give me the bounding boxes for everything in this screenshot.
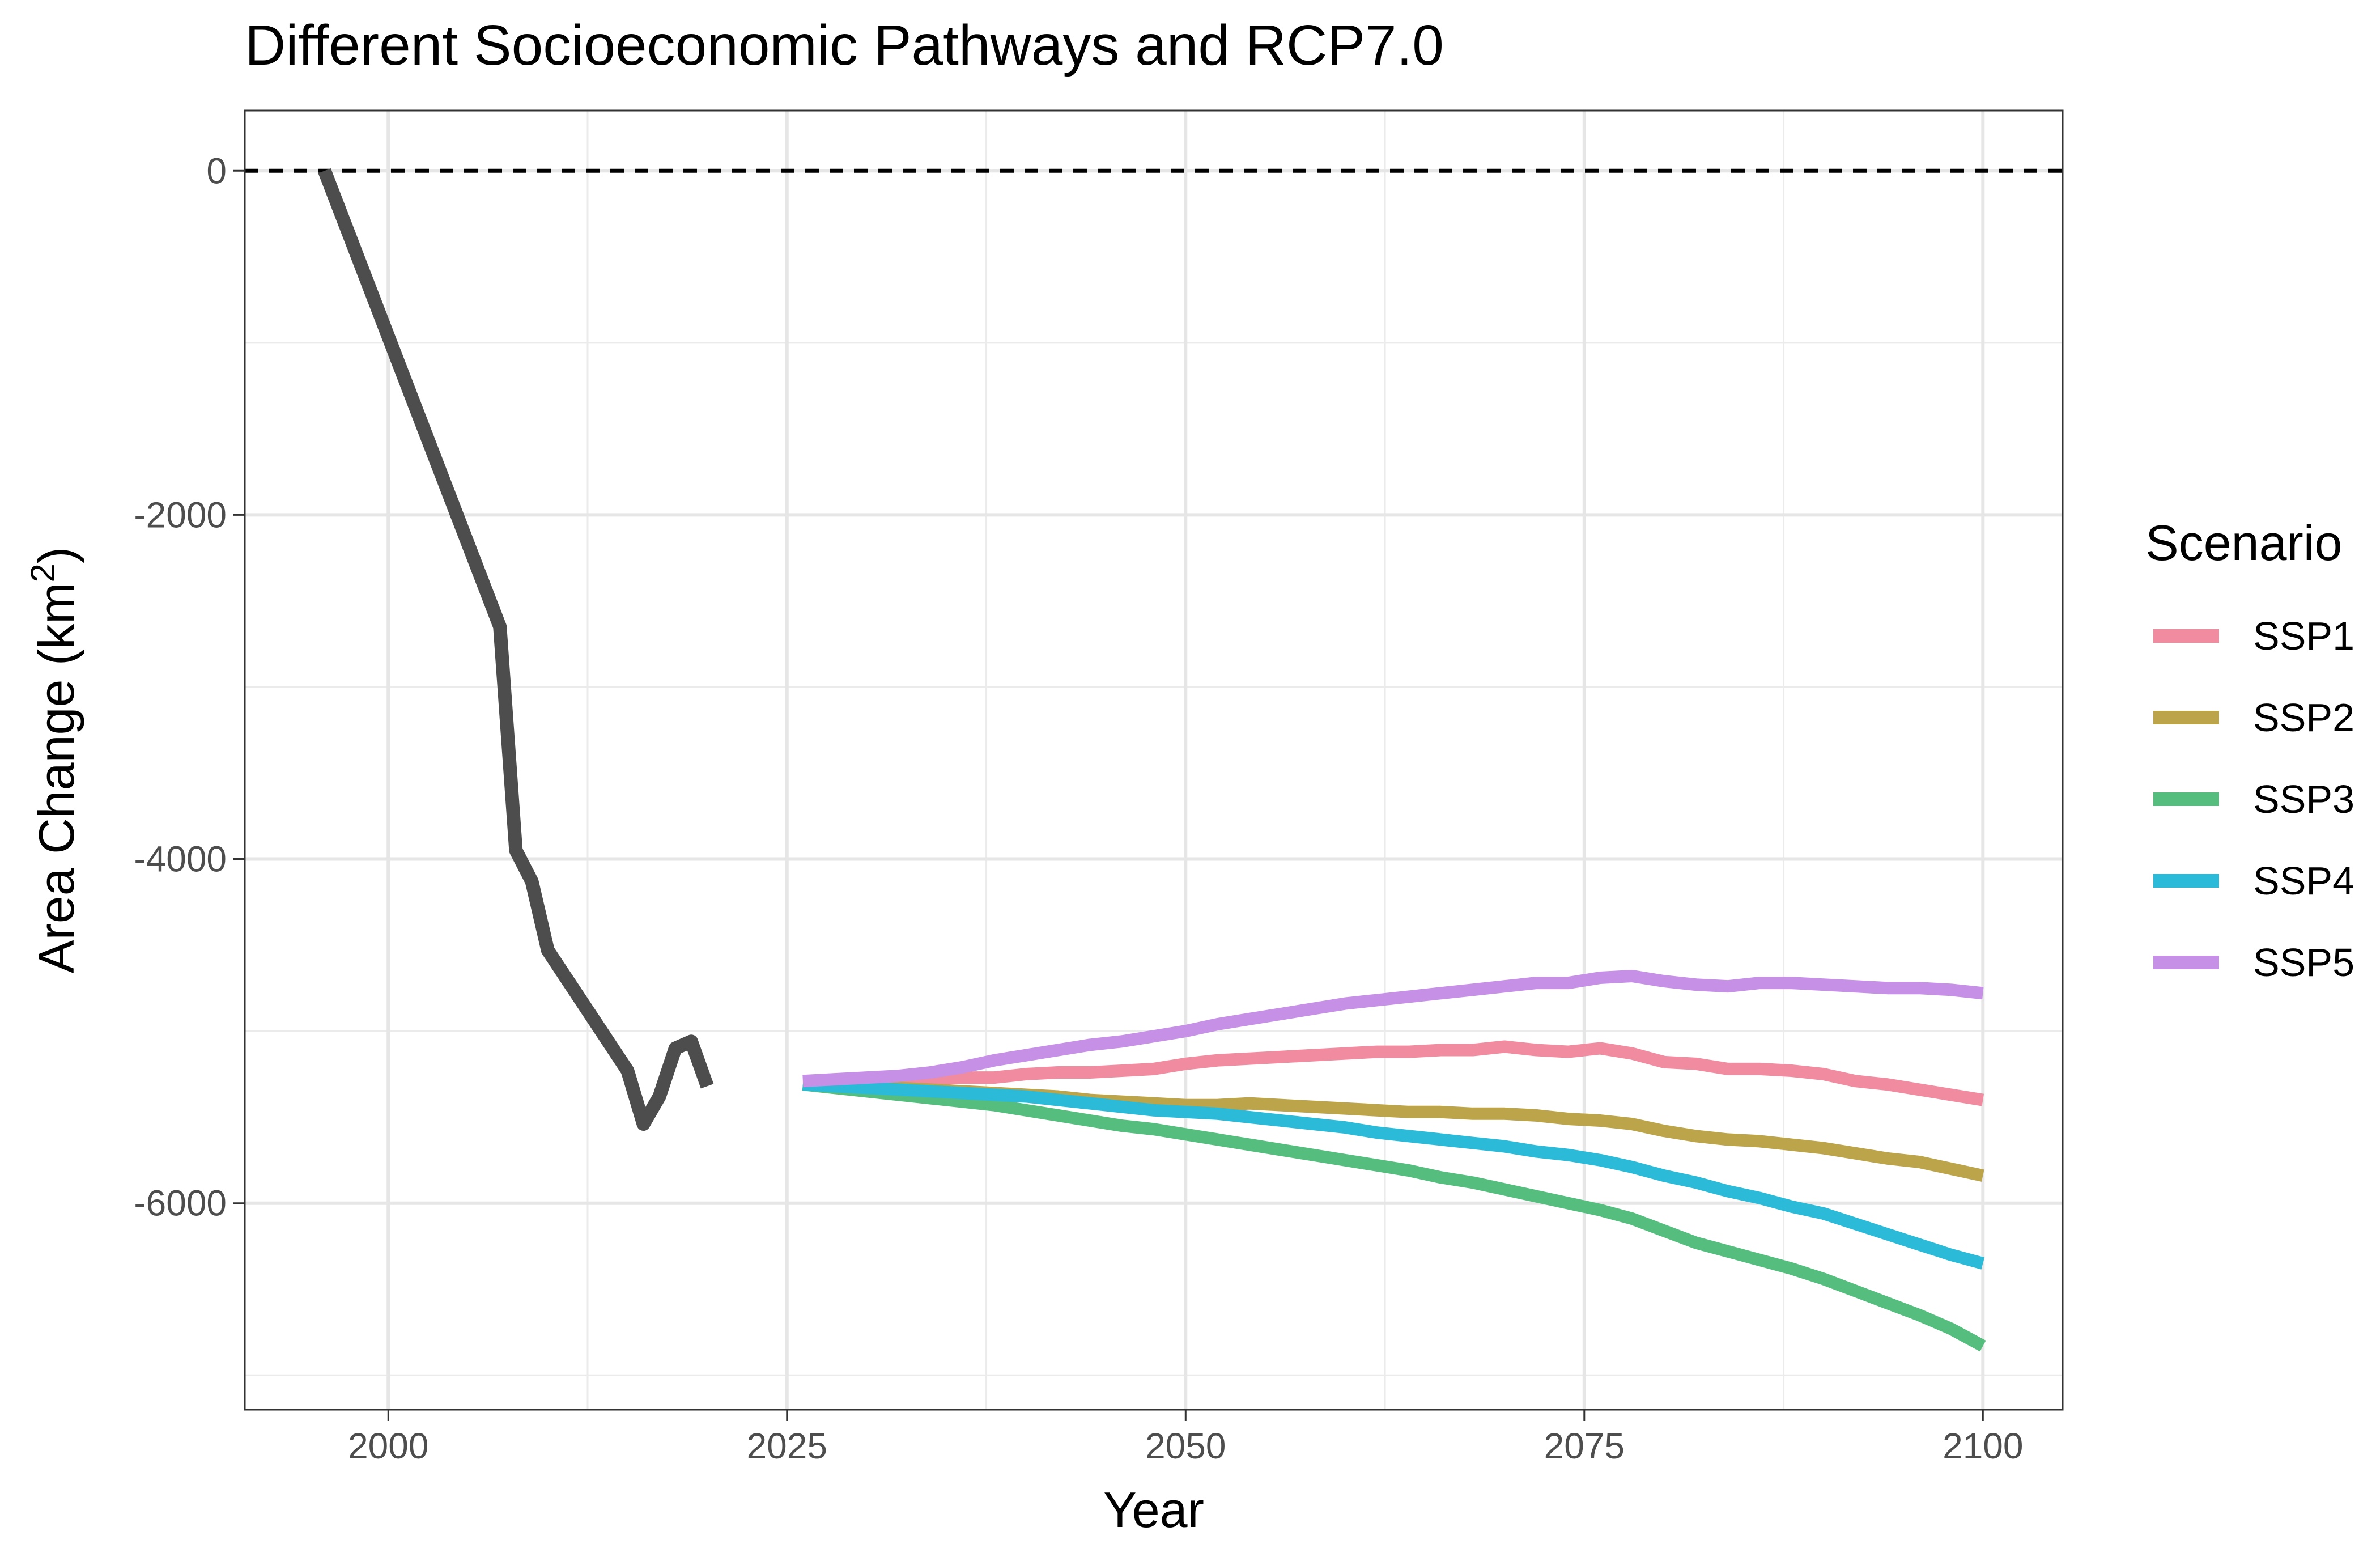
y-axis-title-close: ) <box>28 547 84 563</box>
chart-title: Different Socioeconomic Pathways and RCP… <box>245 14 1444 77</box>
y-tick-label: -2000 <box>134 494 227 535</box>
x-tick-label: 2000 <box>348 1426 428 1466</box>
historical-line <box>318 168 714 1131</box>
series-line-ssp3 <box>802 1078 1986 1352</box>
y-tick-label: 0 <box>206 150 227 191</box>
panel-border <box>244 109 2064 1411</box>
y-tick-label: -4000 <box>134 839 227 880</box>
series-line-ssp5 <box>802 970 1984 1088</box>
y-axis: 0 -2000 -4000 -6000 <box>134 150 245 1224</box>
x-tick-label: 2050 <box>1145 1426 1226 1466</box>
legend-label-ssp4: SSP4 <box>2253 859 2354 903</box>
plot-panel <box>244 109 2064 1411</box>
series-line-ssp1 <box>802 1040 1984 1106</box>
x-tick-label: 2025 <box>747 1426 827 1466</box>
x-axis: 2000 2025 2050 2075 2100 <box>348 1410 2023 1466</box>
legend-label-ssp5: SSP5 <box>2253 940 2354 985</box>
y-tick-label: -6000 <box>134 1183 227 1224</box>
legend-title: Scenario <box>2145 515 2342 571</box>
legend: Scenario SSP1 SSP2 SSP3 SSP4 SSP5 <box>2145 515 2354 985</box>
legend-items: SSP1 SSP2 SSP3 SSP4 SSP5 <box>2153 614 2354 985</box>
legend-label-ssp3: SSP3 <box>2253 777 2354 821</box>
x-axis-title: Year <box>1103 1482 1204 1538</box>
series-line-ssp4 <box>802 1078 1985 1270</box>
y-axis-title: Area Change (km2) <box>24 547 84 973</box>
legend-label-ssp2: SSP2 <box>2253 695 2354 740</box>
y-axis-title-superscript: 2 <box>24 563 62 582</box>
x-tick-label: 2075 <box>1544 1426 1625 1466</box>
minor-gridlines <box>245 111 2063 1410</box>
x-tick-label: 2100 <box>1943 1426 2023 1466</box>
series-lines <box>318 168 1986 1352</box>
y-axis-title-main: Area Change (km <box>28 583 84 974</box>
legend-label-ssp1: SSP1 <box>2253 614 2354 658</box>
panel-background <box>245 111 2063 1410</box>
